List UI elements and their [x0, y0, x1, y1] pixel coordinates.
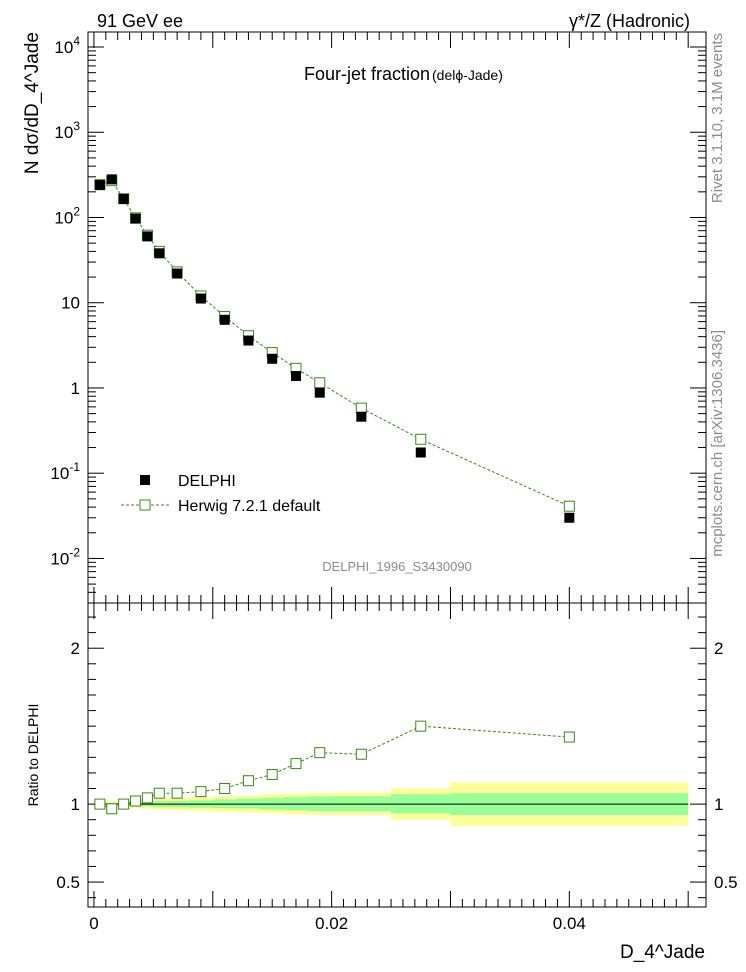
legend-herwig-label: Herwig 7.2.1 default — [178, 498, 321, 515]
delphi-point — [106, 174, 117, 185]
rivet-label: Rivet 3.1.10, 3.1M events — [709, 33, 726, 203]
main-title: Four-jet fraction — [304, 64, 430, 84]
main-panel-frame — [87, 31, 707, 604]
herwig-ratio-point — [106, 803, 118, 815]
ratio-y-tick-label-right: 0.5 — [714, 873, 738, 892]
axes-frame: 10-2 10-1 1 10 102 103 104 0 0.02 0.04 0.5 0.5 1 1 2 2 — [50, 31, 738, 933]
herwig-ratio-point — [242, 775, 254, 787]
delphi-point — [356, 411, 367, 422]
herwig-point — [355, 402, 367, 414]
header-right: γ*/Z (Hadronic) — [569, 11, 690, 31]
herwig-ratio-point — [195, 786, 207, 798]
herwig-point — [314, 377, 326, 389]
ratio-y-tick-label: 0.5 — [56, 873, 80, 892]
legend-delphi-label: DELPHI — [178, 473, 236, 490]
delphi-point — [564, 512, 575, 523]
ratio-y-tick-label-right: 1 — [714, 795, 723, 814]
main-y-tick-label: 103 — [54, 119, 80, 142]
herwig-ratio-point — [563, 731, 575, 743]
ratio-y-axis-label: Ratio to DELPHI — [25, 704, 41, 807]
delphi-point — [314, 387, 325, 398]
ratio-uncertainty-bands — [93, 782, 689, 826]
legend: DELPHI Herwig 7.2.1 default — [121, 473, 321, 515]
delphi-point — [290, 371, 301, 382]
herwig-ratio-point — [141, 792, 153, 804]
main-y-tick-label: 10-2 — [50, 545, 80, 568]
main-y-tick-label: 1 — [71, 379, 80, 398]
herwig-point — [563, 500, 575, 512]
delphi-point — [243, 335, 254, 346]
main-y-tick-label: 10 — [61, 294, 80, 313]
ratio-y-tick-label: 2 — [71, 639, 80, 658]
delphi-point — [154, 248, 165, 259]
delphi-point — [195, 293, 206, 304]
x-tick-label: 0.02 — [315, 914, 348, 933]
herwig-point — [415, 433, 427, 445]
herwig-ratio-point — [94, 798, 106, 810]
delphi-point — [118, 193, 129, 204]
delphi-point — [267, 353, 278, 364]
herwig-ratio-point — [266, 768, 278, 780]
main-y-axis-label: N dσ/dD_4^Jade — [22, 32, 43, 174]
header-left: 91 GeV ee — [97, 11, 183, 31]
main-y-tick-label: 104 — [54, 34, 80, 57]
legend-herwig-marker — [139, 499, 151, 511]
herwig-ratio-point — [153, 787, 165, 799]
ratio-y-tick-label: 1 — [71, 795, 80, 814]
delphi-point — [130, 213, 141, 224]
analysis-watermark: DELPHI_1996_S3430090 — [322, 559, 472, 574]
ratio-panel-frame — [87, 602, 707, 908]
delphi-point — [94, 180, 105, 191]
herwig-line — [99, 180, 570, 507]
x-tick-label: 0 — [89, 914, 98, 933]
delphi-point — [219, 314, 230, 325]
herwig-ratio-point — [118, 798, 130, 810]
herwig-ratio-point — [290, 758, 302, 770]
herwig-ratio-point — [355, 748, 367, 760]
delphi-point — [415, 447, 426, 458]
delphi-point — [172, 268, 183, 279]
main-y-tick-label: 10-1 — [50, 460, 80, 483]
herwig-ratio-point — [171, 787, 183, 799]
data-markers — [94, 174, 575, 815]
herwig-ratio-line — [99, 725, 570, 810]
ratio-y-tick-label-right: 2 — [714, 639, 723, 658]
legend-delphi-marker — [140, 475, 150, 485]
herwig-ratio-point — [219, 783, 231, 795]
main-subtitle: (delϕ-Jade) — [432, 67, 503, 83]
delphi-point — [142, 231, 153, 242]
main-y-tick-label: 102 — [54, 204, 80, 227]
herwig-ratio-point — [314, 747, 326, 759]
x-axis-label: D_4^Jade — [620, 942, 705, 963]
herwig-ratio-point — [130, 795, 142, 807]
herwig-ratio-point — [415, 720, 427, 732]
mcplots-label: mcplots.cern.ch [arXiv:1306.3436] — [709, 330, 726, 557]
x-tick-label: 0.04 — [553, 914, 586, 933]
